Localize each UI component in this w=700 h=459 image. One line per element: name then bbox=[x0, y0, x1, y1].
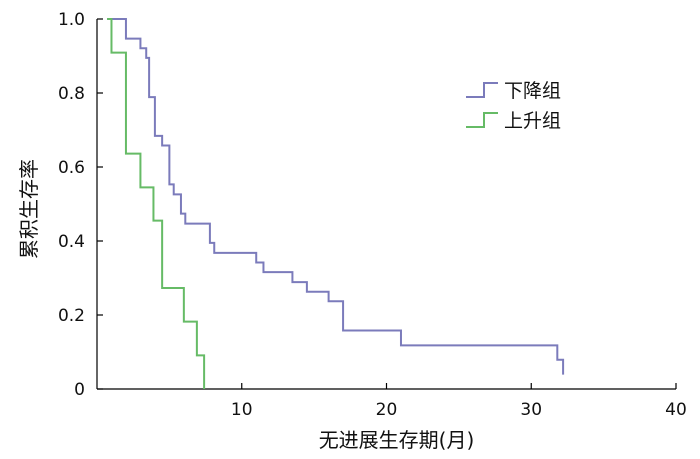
x-axis-title: 无进展生存期(月) bbox=[319, 428, 475, 452]
series-layer bbox=[107, 18, 565, 389]
y-tick-label: 0.8 bbox=[58, 84, 85, 104]
y-tick-label: 0.6 bbox=[58, 158, 85, 178]
survival-curve-2 bbox=[107, 18, 206, 389]
legend-swatch bbox=[466, 82, 498, 98]
survival-curve-1 bbox=[107, 18, 565, 375]
y-tick-label: 0 bbox=[74, 380, 85, 400]
y-tick-label: 0.2 bbox=[58, 306, 85, 326]
legend-swatch bbox=[466, 112, 498, 128]
y-tick-label: 0.4 bbox=[58, 232, 85, 252]
axes bbox=[96, 19, 676, 390]
axis-ticks: 10 20 30 40 0 0.2 0.4 0.6 0.8 1.0 bbox=[58, 10, 687, 420]
x-tick-label: 30 bbox=[520, 400, 542, 420]
y-tick-label: 1.0 bbox=[58, 10, 85, 30]
legend-label: 上升组 bbox=[504, 110, 561, 132]
y-axis-title: 累积生存率 bbox=[17, 159, 41, 259]
x-tick-label: 40 bbox=[665, 400, 687, 420]
x-tick-label: 20 bbox=[376, 400, 398, 420]
x-tick-label: 10 bbox=[231, 400, 253, 420]
legend-label: 下降组 bbox=[504, 80, 561, 102]
